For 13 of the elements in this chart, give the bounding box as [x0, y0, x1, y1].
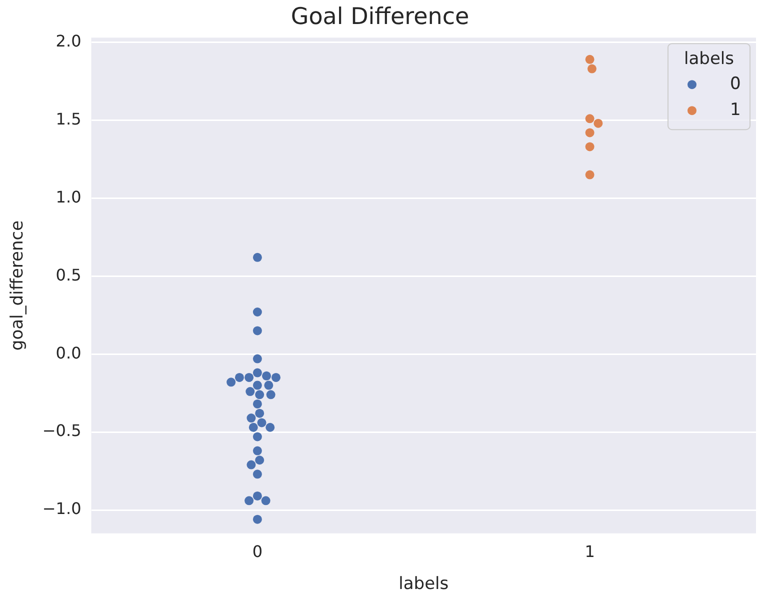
y-tick-label: 2.0 [56, 31, 82, 50]
legend-title: labels [684, 49, 734, 70]
y-tick-label: 1.0 [56, 187, 82, 206]
legend-label: 1 [730, 100, 741, 120]
chart-title: Goal Difference [290, 4, 470, 30]
y-tick-label: −0.5 [42, 421, 82, 440]
x-axis-title: labels [398, 574, 449, 594]
y-tick-label: 0.5 [56, 265, 82, 284]
y-tick-label: 1.5 [56, 109, 82, 128]
legend-label: 0 [730, 74, 741, 94]
y-tick-label: −1.0 [42, 499, 82, 518]
y-tick-label: 0.0 [56, 343, 82, 362]
y-axis-title: goal_difference [8, 220, 28, 351]
